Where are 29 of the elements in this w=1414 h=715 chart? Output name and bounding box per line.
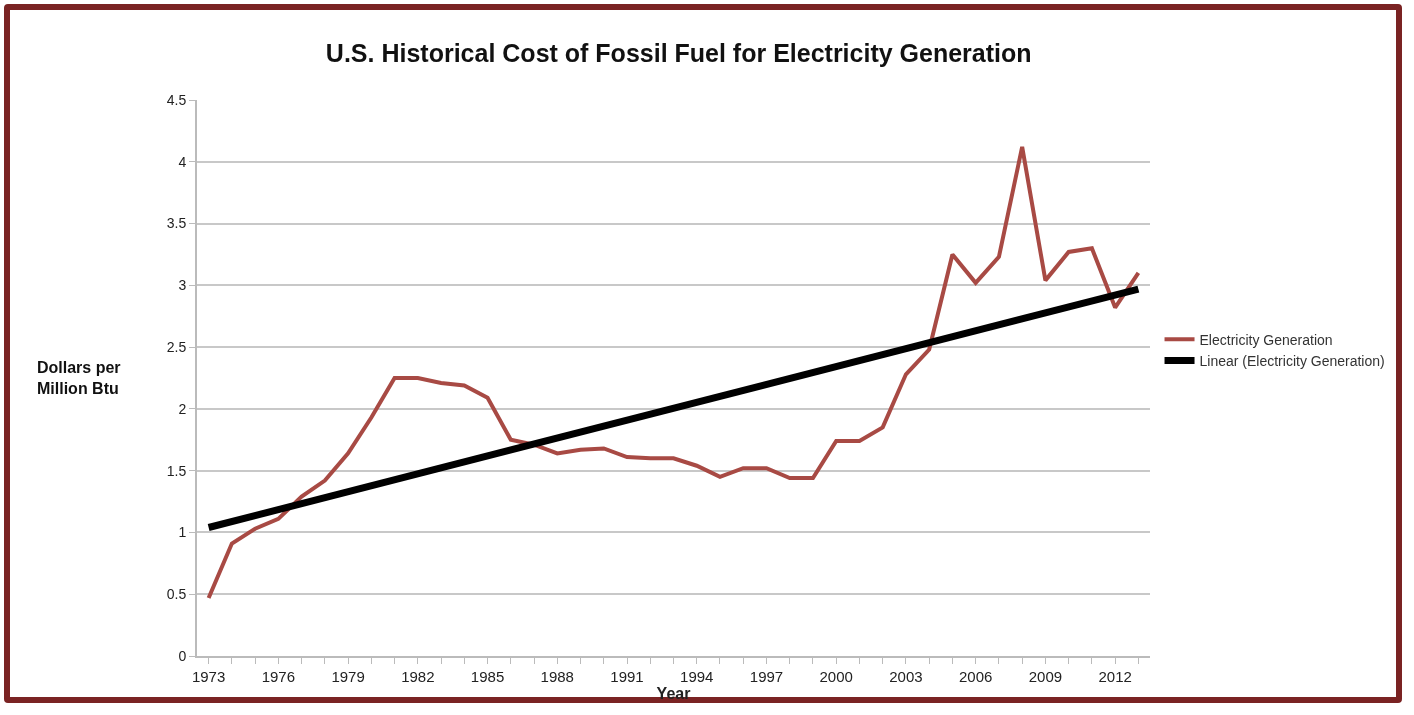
x-tick-label: 1976 [261,668,296,685]
x-tick-label: 1979 [331,668,365,685]
x-tick-label: 2000 [819,668,853,685]
y-tick-label: 0.5 [166,586,187,603]
y-tick-label: 3.5 [166,215,187,232]
line-series [206,144,1141,600]
x-tick-label: 2003 [889,668,923,685]
x-tick-label: 1997 [749,668,784,685]
x-tick-label: 1991 [610,668,644,685]
y-tick-label: 1.5 [166,462,187,479]
x-tick-label: 1985 [470,668,505,685]
y-tick-label: 0 [178,647,187,664]
x-tick-label: 1994 [680,668,714,685]
x-tick-label: 2006 [958,668,993,685]
x-tick-label: 1982 [401,668,435,685]
y-tick-label: 4 [178,153,187,170]
legend-label: Linear (Electricity Generation) [1199,352,1385,369]
x-tick-label: 2012 [1098,668,1132,685]
y-tick-label: 2.5 [166,339,187,356]
x-tick-label: 2009 [1028,668,1063,685]
legend-label: Electricity Generation [1199,331,1333,348]
y-tick-label: 4.5 [166,91,187,108]
y-tick-label: 1 [178,524,187,541]
x-tick-label: 1988 [540,668,574,685]
y-tick-label: 2 [178,400,187,417]
x-tick-label: 1973 [191,668,226,685]
y-axis-title: Dollars per Million Btu [37,359,121,397]
y-tick-label: 3 [178,277,187,294]
chart-title: U.S. Historical Cost of Fossil Fuel for Electricity Generation [325,39,1032,68]
